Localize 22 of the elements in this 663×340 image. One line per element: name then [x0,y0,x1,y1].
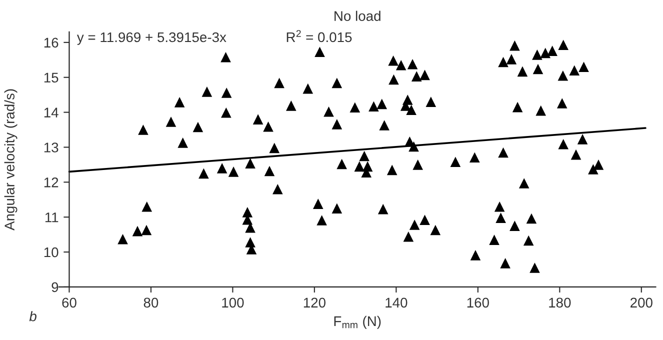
annotation: y = 11.969 + 5.3915e-3x [76,32,226,45]
x-axis-title: F$_{mm}$ (N) [334,316,381,329]
y-tick-label: 10 [44,247,58,258]
y-axis-title: Angular velocity (rad/s) [4,89,18,230]
y-tick-label: 11 [45,212,58,222]
x-tick-label: 120 [304,298,326,308]
x-tick-label: 140 [386,298,408,308]
y-tick-label: 9 [52,282,58,292]
y-tick-label: 12 [44,178,58,188]
x-tick-label: 60 [62,298,76,308]
y-tick-label: 15 [44,72,58,83]
y-tick-label: 13 [44,142,58,152]
x-tick-label: 180 [549,298,571,308]
annotation: R$^{2}$ = 0.015 [286,30,352,42]
x-tick-label: 80 [144,298,158,308]
x-tick-label: 100 [222,298,244,308]
chart-title: No load [334,10,380,21]
x-tick-label: 200 [630,298,652,308]
x-tick-label: 160 [467,298,489,308]
y-tick-label: 16 [44,38,58,48]
y-tick-label: 14 [44,108,58,118]
text: b [29,311,36,322]
